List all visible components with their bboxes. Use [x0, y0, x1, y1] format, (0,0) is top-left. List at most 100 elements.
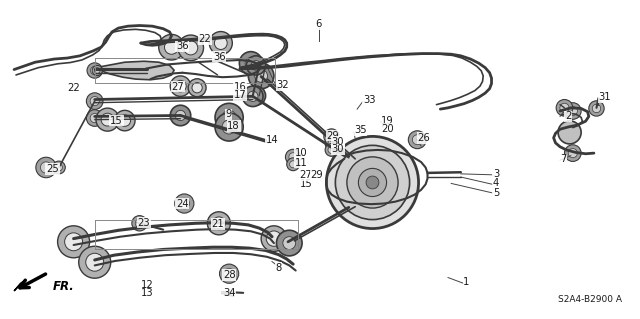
Circle shape [558, 121, 581, 144]
Text: 32: 32 [276, 80, 289, 91]
Circle shape [90, 97, 99, 106]
Circle shape [188, 79, 206, 97]
Circle shape [222, 120, 236, 134]
Circle shape [90, 66, 99, 75]
Text: 23: 23 [138, 218, 150, 228]
Circle shape [220, 264, 239, 283]
Circle shape [564, 103, 581, 119]
Circle shape [327, 132, 336, 141]
Text: 27: 27 [300, 170, 312, 180]
Circle shape [289, 153, 298, 161]
Text: 25: 25 [46, 164, 59, 174]
Circle shape [222, 110, 236, 124]
Text: 21: 21 [211, 219, 224, 229]
Circle shape [52, 161, 65, 174]
Text: 10: 10 [294, 148, 307, 158]
Text: 3: 3 [493, 169, 499, 179]
Circle shape [366, 176, 379, 189]
Circle shape [212, 217, 225, 230]
Text: 22: 22 [198, 34, 211, 44]
Text: 8: 8 [275, 263, 282, 273]
Circle shape [239, 52, 262, 75]
Circle shape [328, 146, 335, 153]
Text: 18: 18 [227, 121, 240, 131]
Circle shape [40, 162, 52, 173]
Text: FR.: FR. [52, 280, 74, 293]
Circle shape [86, 110, 103, 126]
Circle shape [170, 76, 191, 96]
Circle shape [412, 135, 422, 145]
Text: 24: 24 [176, 198, 189, 209]
Circle shape [119, 115, 131, 126]
Circle shape [589, 101, 604, 116]
Text: 34: 34 [223, 288, 236, 298]
Text: 28: 28 [223, 270, 236, 280]
Text: 1: 1 [463, 277, 470, 287]
Circle shape [245, 57, 257, 69]
Circle shape [564, 145, 581, 161]
Text: S2A4-B2900 A: S2A4-B2900 A [558, 295, 622, 304]
Text: 35: 35 [354, 125, 367, 135]
Circle shape [592, 104, 601, 113]
Circle shape [335, 145, 410, 219]
Circle shape [408, 131, 426, 149]
Circle shape [135, 219, 144, 227]
Circle shape [179, 198, 189, 209]
Text: 5: 5 [493, 188, 499, 198]
Text: 14: 14 [266, 135, 278, 145]
Circle shape [178, 35, 204, 61]
Circle shape [251, 61, 261, 70]
Text: 13: 13 [141, 288, 154, 299]
Polygon shape [99, 61, 174, 80]
Circle shape [79, 246, 111, 278]
Circle shape [266, 231, 282, 246]
Circle shape [175, 110, 186, 121]
Circle shape [175, 80, 186, 92]
Circle shape [159, 34, 184, 60]
Circle shape [560, 103, 569, 112]
Circle shape [184, 41, 198, 55]
Circle shape [556, 100, 573, 116]
Circle shape [285, 149, 301, 165]
Circle shape [215, 113, 243, 141]
Circle shape [326, 137, 419, 228]
Text: 16: 16 [234, 82, 246, 92]
Circle shape [568, 107, 577, 115]
Circle shape [86, 93, 103, 109]
Circle shape [328, 140, 335, 147]
Circle shape [255, 70, 268, 82]
Text: 17: 17 [234, 90, 246, 100]
Text: 4: 4 [493, 178, 499, 189]
Circle shape [86, 253, 104, 271]
Text: 9: 9 [225, 109, 232, 119]
Text: 29: 29 [310, 170, 323, 180]
Circle shape [192, 83, 202, 93]
Circle shape [251, 91, 261, 100]
Circle shape [36, 157, 56, 178]
Circle shape [324, 129, 339, 144]
Circle shape [209, 32, 232, 55]
Text: 2: 2 [565, 111, 572, 122]
Text: 33: 33 [363, 94, 376, 105]
Text: 27: 27 [172, 82, 184, 92]
Circle shape [175, 194, 194, 213]
Circle shape [287, 158, 300, 171]
Text: 29: 29 [326, 130, 339, 141]
Text: 11: 11 [294, 158, 307, 168]
Text: 36: 36 [213, 52, 226, 62]
Circle shape [164, 40, 179, 54]
Circle shape [55, 164, 63, 171]
Text: 36: 36 [176, 41, 189, 51]
Polygon shape [14, 281, 24, 291]
Circle shape [358, 168, 387, 197]
Text: 26: 26 [417, 133, 430, 143]
Circle shape [246, 56, 266, 75]
Circle shape [115, 110, 135, 131]
Circle shape [92, 65, 102, 76]
Circle shape [58, 226, 90, 258]
Circle shape [207, 212, 230, 235]
Text: 30: 30 [332, 144, 344, 154]
Text: 12: 12 [141, 279, 154, 290]
Circle shape [170, 105, 191, 126]
Text: 20: 20 [381, 124, 394, 134]
